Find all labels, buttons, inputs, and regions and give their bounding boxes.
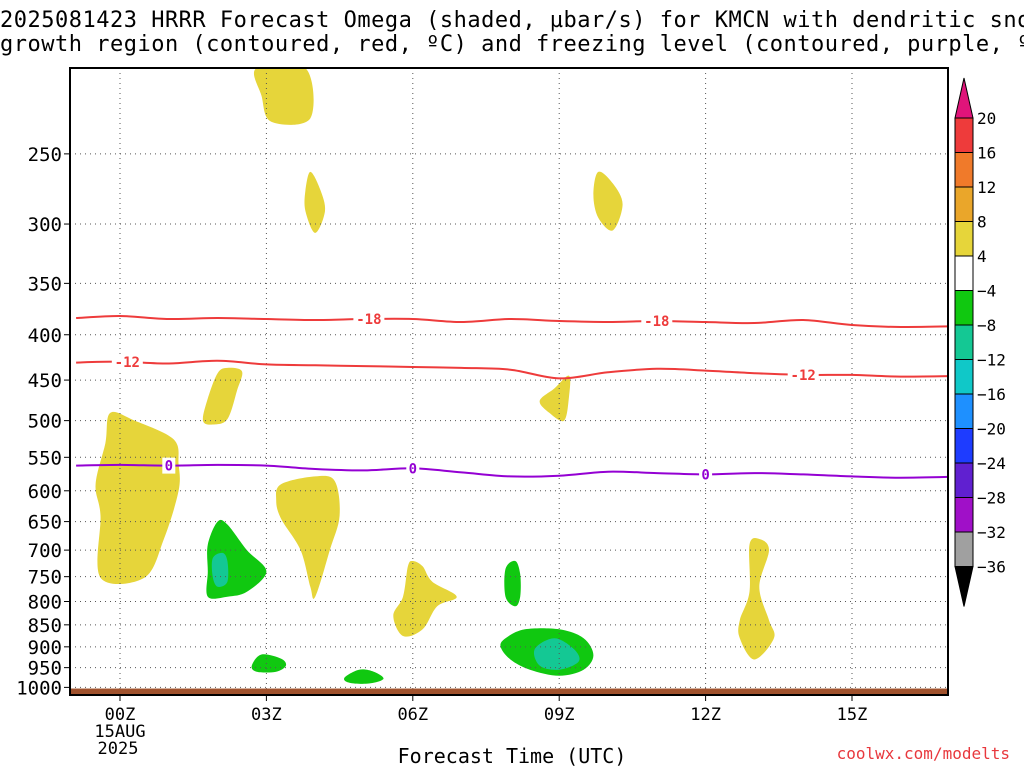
colorbar-segment bbox=[954, 255, 974, 291]
colorbar-segment bbox=[954, 531, 974, 567]
y-tick-label: 300 bbox=[28, 214, 62, 236]
y-tick-label: 550 bbox=[28, 447, 62, 469]
omega-shaded-regions bbox=[95, 68, 775, 684]
watermark: coolwx.com/modelts bbox=[836, 744, 1010, 763]
y-tick-label: 950 bbox=[28, 658, 62, 680]
omega-region-0 bbox=[253, 68, 314, 125]
contour-line bbox=[76, 314, 948, 329]
colorbar-segment bbox=[954, 290, 974, 326]
contour-label-bg bbox=[353, 311, 385, 328]
contour-label: -18 bbox=[356, 312, 381, 328]
y-tick-label: 650 bbox=[28, 512, 62, 534]
colorbar-label: 20 bbox=[977, 109, 996, 128]
ground-below-surface bbox=[70, 688, 948, 695]
x-tick-label: 15Z bbox=[837, 705, 868, 725]
chart-title-line-1: 2025081423 HRRR Forecast Omega (shaded, … bbox=[0, 8, 1024, 33]
contour-label-bg bbox=[162, 457, 176, 474]
contour-label-bg bbox=[641, 313, 673, 330]
omega-region-10 bbox=[504, 560, 521, 607]
colorbar-label: 16 bbox=[977, 144, 996, 163]
colorbar-segment bbox=[954, 152, 974, 188]
omega-region-2 bbox=[593, 171, 623, 231]
contour-label-bg bbox=[787, 366, 819, 383]
colorbar-arrow-bottom bbox=[954, 566, 974, 607]
x-tick-label: 03Z bbox=[251, 705, 282, 725]
colorbar-segment bbox=[954, 117, 974, 153]
colorbar-label: −28 bbox=[977, 489, 1006, 508]
colorbar-segment bbox=[954, 221, 974, 257]
colorbar-label: 4 bbox=[977, 247, 987, 266]
colorbar-label: −8 bbox=[977, 316, 996, 335]
colorbar-arrow-top bbox=[954, 77, 974, 119]
y-tick-label: 850 bbox=[28, 615, 62, 637]
colorbar-label: 8 bbox=[977, 213, 987, 232]
omega-region-5 bbox=[95, 411, 180, 585]
y-tick-label: 600 bbox=[28, 481, 62, 503]
plot-frame bbox=[69, 67, 949, 696]
x-tick-label: 09Z bbox=[544, 705, 575, 725]
omega-region-7 bbox=[393, 560, 457, 637]
colorbar-label: 12 bbox=[977, 178, 996, 197]
x-tick-year: 2025 bbox=[98, 739, 139, 759]
colorbar-segment bbox=[954, 359, 974, 395]
colorbar-segment bbox=[954, 428, 974, 464]
temperature-contours: -18 -18 -12 -12 0 0 0 bbox=[76, 311, 948, 483]
colorbar-label: −16 bbox=[977, 385, 1006, 404]
contour-label: -12 bbox=[791, 368, 816, 384]
contour-label: -12 bbox=[115, 355, 140, 371]
y-tick-label: 750 bbox=[28, 567, 62, 589]
omega-region-14 bbox=[211, 552, 229, 588]
omega-region-8 bbox=[738, 538, 775, 660]
y-tick-label: 900 bbox=[28, 637, 62, 659]
x-tick-date: 15AUG bbox=[94, 722, 145, 742]
y-tick-label: 250 bbox=[28, 144, 62, 166]
y-tick-label: 350 bbox=[28, 273, 62, 295]
contour-label: 0 bbox=[701, 467, 709, 483]
colorbar: 20 16 12 8 4 −4 −8 −12 −16 −20 −24 −28 −32 −36 bbox=[954, 77, 1006, 607]
y-axis: 2503003504004505005506006507007508008509… bbox=[16, 144, 70, 699]
y-tick-label: 700 bbox=[28, 540, 62, 562]
omega-region-12 bbox=[251, 654, 287, 673]
contour-label: 0 bbox=[165, 459, 173, 475]
omega-region-13 bbox=[343, 669, 384, 684]
y-tick-label: 500 bbox=[28, 411, 62, 433]
contour-label: 0 bbox=[409, 461, 417, 477]
colorbar-segment bbox=[954, 393, 974, 429]
omega-region-4 bbox=[539, 375, 571, 422]
y-tick-label: 800 bbox=[28, 592, 62, 614]
y-tick-label: 1000 bbox=[16, 677, 62, 699]
colorbar-label: −4 bbox=[977, 282, 996, 301]
colorbar-label: −12 bbox=[977, 351, 1006, 370]
x-tick-label: 06Z bbox=[397, 705, 428, 725]
y-tick-label: 400 bbox=[28, 325, 62, 347]
x-tick-label: 00Z bbox=[105, 705, 136, 725]
omega-region-6 bbox=[275, 475, 340, 599]
omega-region-15 bbox=[533, 638, 580, 670]
contour-line bbox=[76, 463, 948, 479]
colorbar-label: −36 bbox=[977, 558, 1006, 577]
omega-region-1 bbox=[304, 171, 326, 233]
contour-line bbox=[76, 359, 948, 380]
colorbar-segment bbox=[954, 497, 974, 533]
colorbar-label: −20 bbox=[977, 420, 1006, 439]
contour-label-bg bbox=[111, 353, 143, 370]
colorbar-label: −24 bbox=[977, 454, 1006, 473]
contour-label-bg bbox=[699, 466, 713, 483]
contour-label: -18 bbox=[644, 314, 669, 330]
colorbar-segment bbox=[954, 186, 974, 222]
chart-title-line-2: growth region (contoured, red, ºC) and f… bbox=[0, 32, 1024, 57]
colorbar-label: −32 bbox=[977, 523, 1006, 542]
x-tick-label: 12Z bbox=[690, 705, 721, 725]
contour-label-bg bbox=[406, 460, 420, 477]
omega-region-3 bbox=[202, 367, 243, 425]
y-tick-label: 450 bbox=[28, 370, 62, 392]
colorbar-segment bbox=[954, 324, 974, 360]
x-axis-label: Forecast Time (UTC) bbox=[397, 744, 627, 768]
colorbar-segment bbox=[954, 462, 974, 498]
